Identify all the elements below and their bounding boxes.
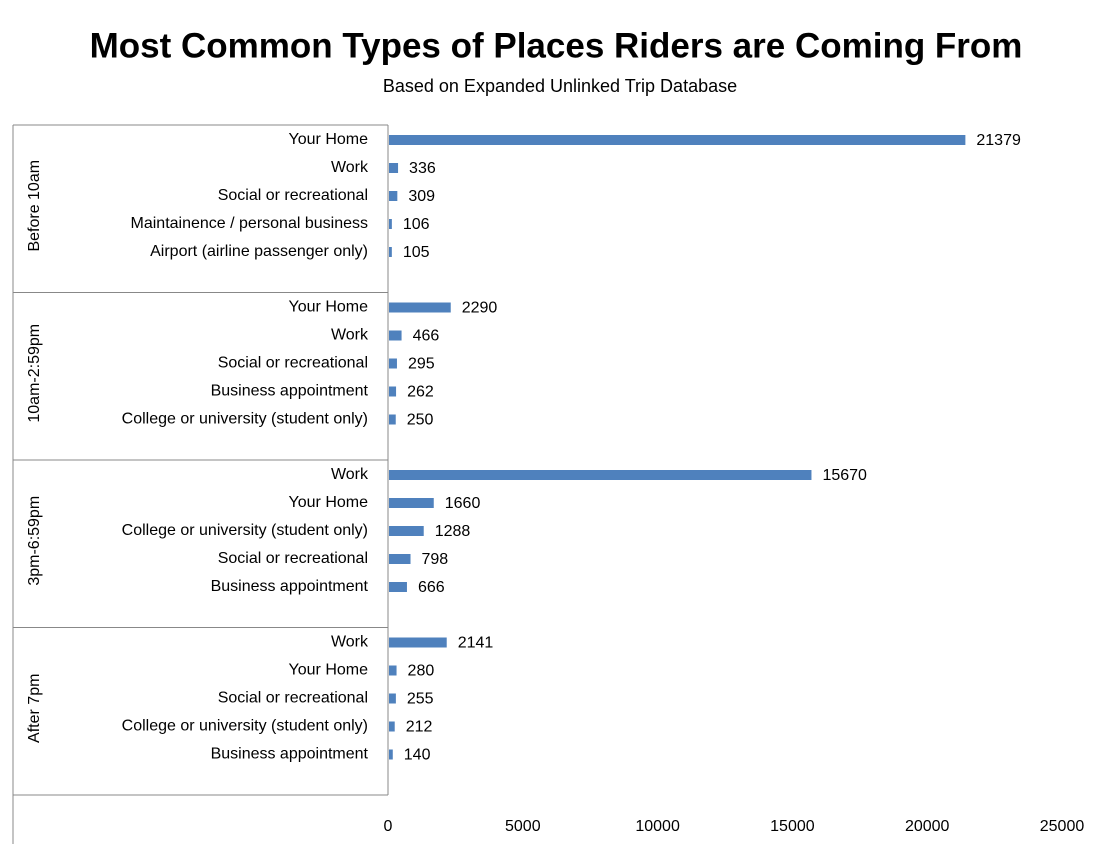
- data-label: 255: [407, 691, 434, 708]
- data-label: 140: [404, 747, 431, 764]
- bar: [389, 414, 396, 425]
- group-label: Before 10am: [26, 160, 43, 252]
- bar: [389, 358, 397, 369]
- group-label: After 7pm: [26, 674, 43, 743]
- y-tick-label: Your Home: [289, 662, 369, 679]
- bar: [389, 749, 393, 760]
- data-label: 105: [403, 244, 430, 261]
- data-label: 212: [406, 719, 433, 736]
- y-tick-label: Business appointment: [211, 578, 369, 595]
- y-tick-label: Work: [331, 634, 369, 651]
- x-tick-label: 0: [384, 818, 393, 835]
- y-tick-label: Social or recreational: [218, 550, 368, 567]
- bar: [389, 637, 447, 648]
- y-tick-label: Airport (airline passenger only): [150, 243, 368, 260]
- y-tick-label: Social or recreational: [218, 690, 368, 707]
- bar: [389, 330, 402, 341]
- x-tick-label: 10000: [635, 818, 680, 835]
- y-tick-label: Work: [331, 466, 369, 483]
- y-tick-label: Maintainence / personal business: [131, 215, 368, 232]
- chart-subtitle: Based on Expanded Unlinked Trip Database: [383, 76, 737, 96]
- y-tick-label: College or university (student only): [122, 411, 368, 428]
- data-label: 280: [408, 663, 435, 680]
- y-tick-label: Work: [331, 159, 369, 176]
- bar: [389, 247, 392, 257]
- bar: [389, 498, 434, 508]
- data-label: 295: [408, 356, 435, 373]
- y-tick-label: Business appointment: [211, 383, 369, 400]
- bar: [389, 582, 407, 592]
- bar: [389, 693, 396, 704]
- bar: [389, 302, 451, 313]
- data-label: 21379: [976, 132, 1021, 149]
- data-label: 2141: [458, 635, 494, 652]
- y-tick-label: Business appointment: [211, 746, 369, 763]
- data-label: 250: [407, 412, 434, 429]
- data-label: 309: [408, 188, 435, 205]
- x-tick-label: 15000: [770, 818, 815, 835]
- bar: [389, 135, 966, 145]
- data-label: 2290: [462, 300, 498, 317]
- y-tick-label: Social or recreational: [218, 355, 368, 372]
- x-tick-label: 20000: [905, 818, 950, 835]
- data-label: 1660: [445, 495, 481, 512]
- group-label: 3pm-6:59pm: [26, 496, 43, 586]
- bar: [389, 721, 395, 732]
- y-tick-label: Work: [331, 327, 369, 344]
- y-tick-label: Your Home: [289, 299, 369, 316]
- y-tick-label: Your Home: [289, 494, 369, 511]
- x-tick-label: 5000: [505, 818, 541, 835]
- bar: [389, 665, 397, 676]
- chart-title: Most Common Types of Places Riders are C…: [90, 26, 1023, 65]
- data-label: 1288: [435, 523, 471, 540]
- bar: [389, 526, 424, 536]
- data-label: 262: [407, 384, 434, 401]
- data-label: 798: [422, 551, 449, 568]
- y-tick-label: College or university (student only): [122, 718, 368, 735]
- bar: [389, 470, 812, 480]
- bar: [389, 386, 397, 397]
- data-label: 666: [418, 579, 445, 596]
- bar: [389, 554, 411, 564]
- bar: [389, 163, 399, 173]
- y-tick-label: Your Home: [289, 131, 369, 148]
- bar: [389, 219, 392, 229]
- bar: [389, 191, 398, 201]
- group-label: 10am-2:59pm: [26, 324, 43, 423]
- data-label: 15670: [822, 467, 867, 484]
- data-label: 106: [403, 216, 430, 233]
- y-tick-label: College or university (student only): [122, 522, 368, 539]
- y-tick-label: Social or recreational: [218, 187, 368, 204]
- data-label: 336: [409, 160, 436, 177]
- x-tick-label: 25000: [1040, 818, 1085, 835]
- data-label: 466: [413, 328, 440, 345]
